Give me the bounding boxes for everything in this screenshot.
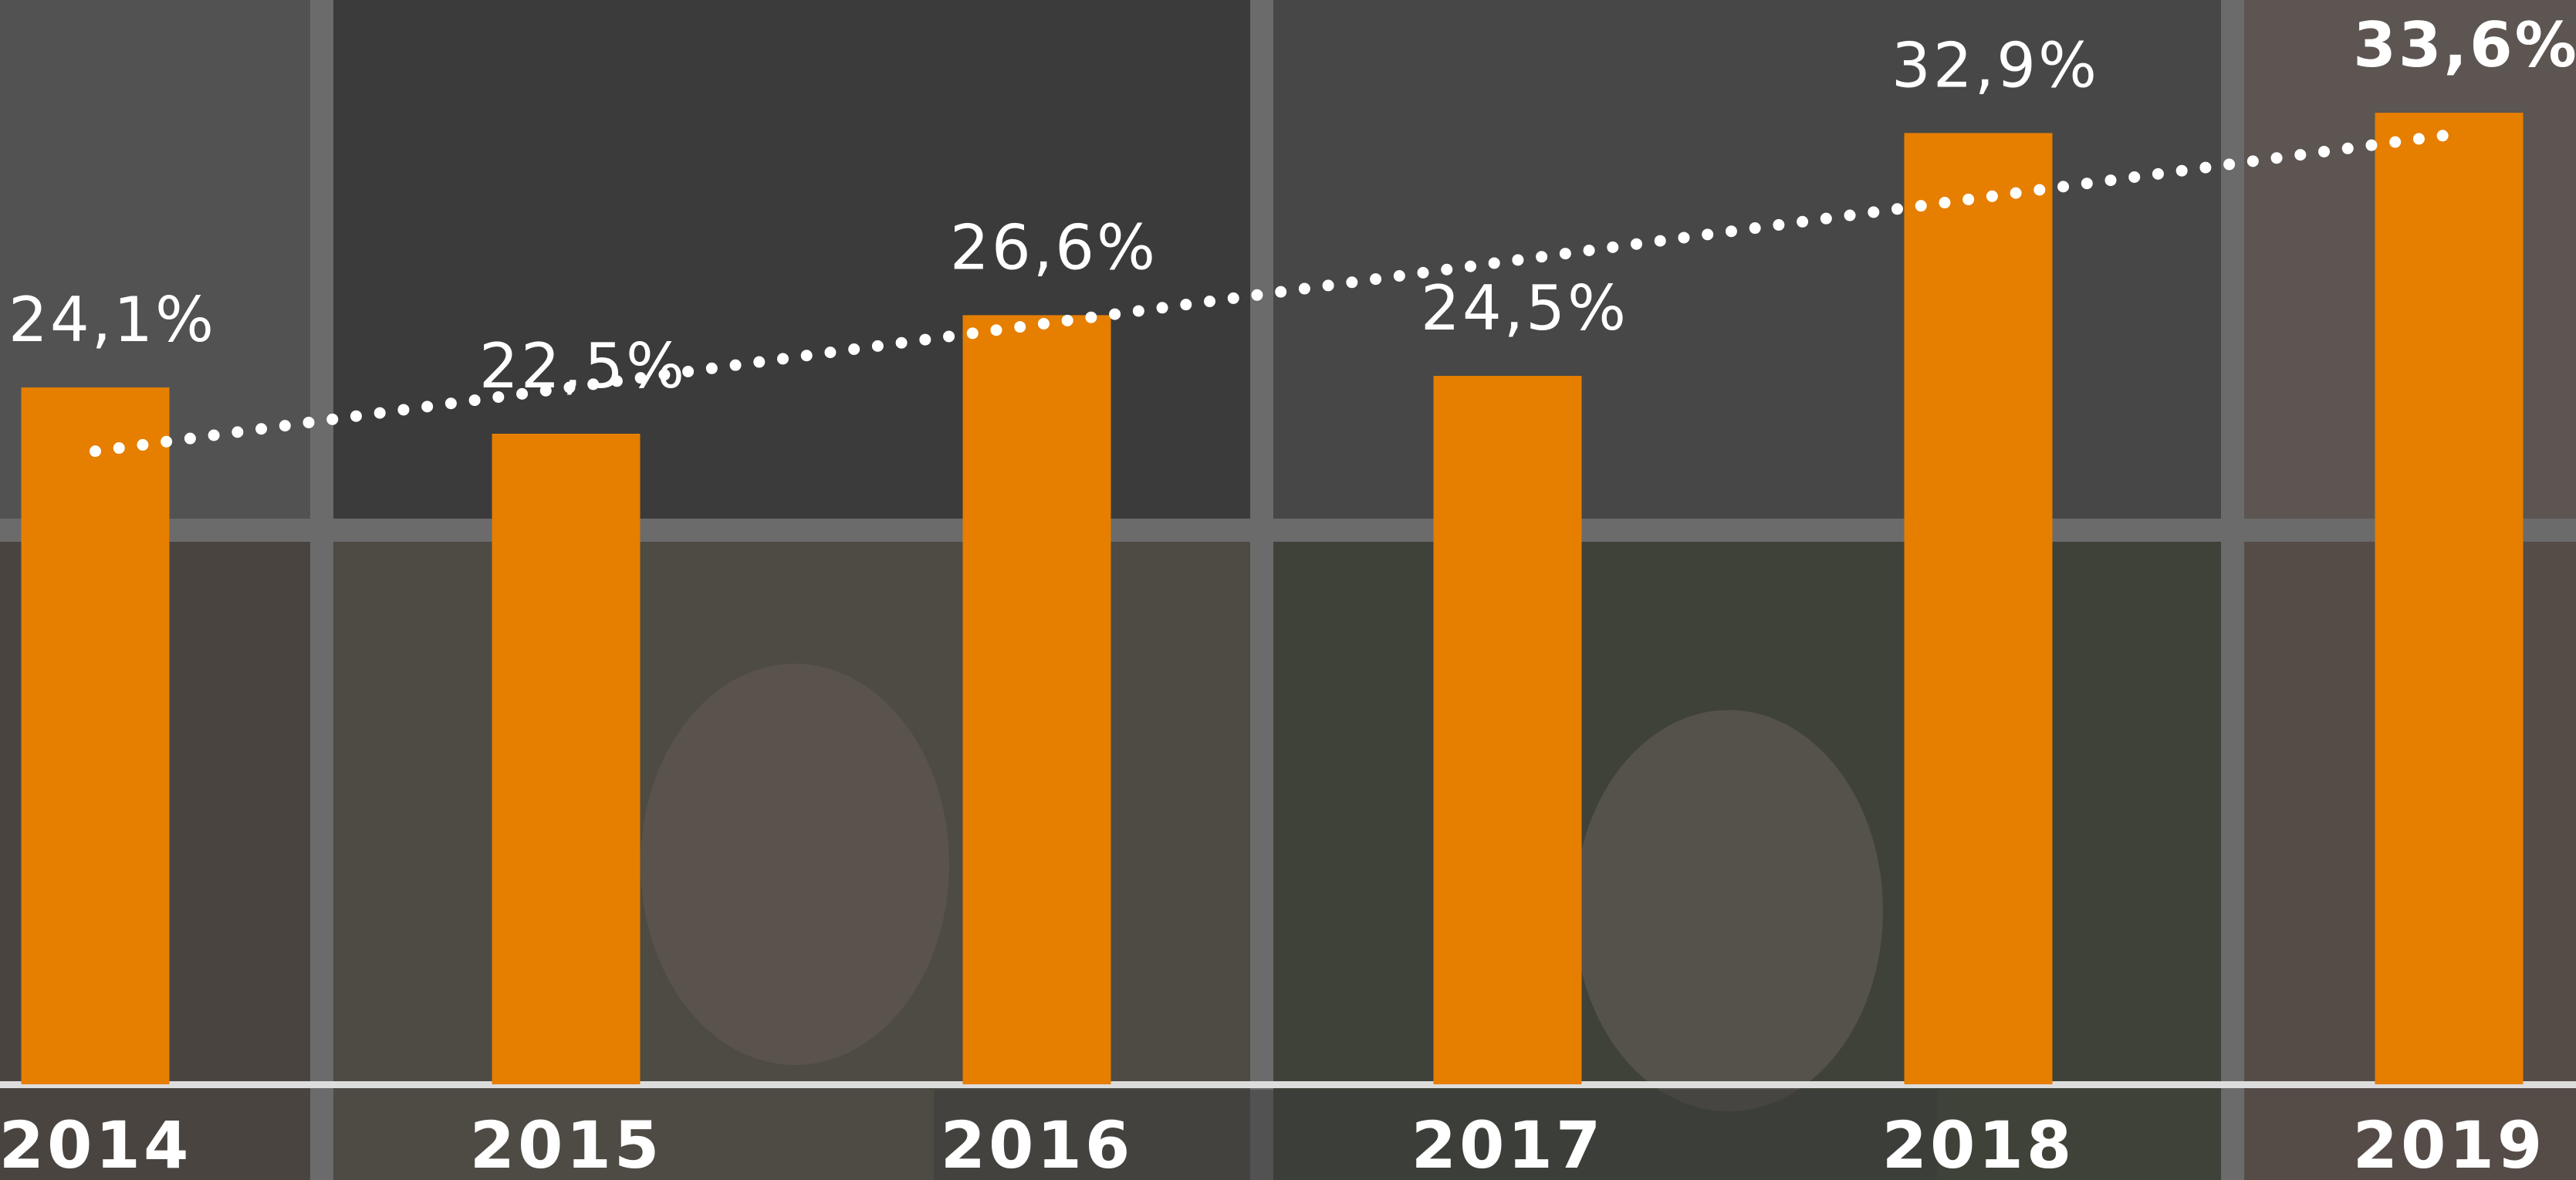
x-tick-label: 2018 — [1882, 1107, 2075, 1180]
bar — [2375, 113, 2524, 1084]
baseline — [0, 1081, 2576, 1088]
bar — [962, 315, 1111, 1084]
photo-shape — [1574, 710, 1883, 1111]
bar — [1433, 376, 1582, 1085]
photo-shape — [641, 664, 949, 1065]
bar — [1904, 133, 2053, 1084]
x-tick-label: 2014 — [0, 1107, 191, 1180]
value-label: 33,6% — [2353, 9, 2576, 81]
photo-panel — [1273, 0, 2221, 519]
x-tick-label: 2019 — [2353, 1107, 2546, 1180]
x-tick-label: 2017 — [1411, 1107, 1604, 1180]
value-label: 24,1% — [8, 284, 216, 356]
bar — [492, 434, 641, 1084]
bar — [21, 387, 170, 1084]
x-tick-label: 2016 — [941, 1107, 1134, 1180]
value-label: 32,9% — [1891, 29, 2099, 101]
value-label: 26,6% — [950, 211, 1158, 283]
photo-shape — [934, 1090, 1937, 1180]
x-tick-label: 2015 — [470, 1107, 663, 1180]
value-label: 22,5% — [479, 330, 687, 402]
value-label: 24,5% — [1421, 272, 1628, 344]
